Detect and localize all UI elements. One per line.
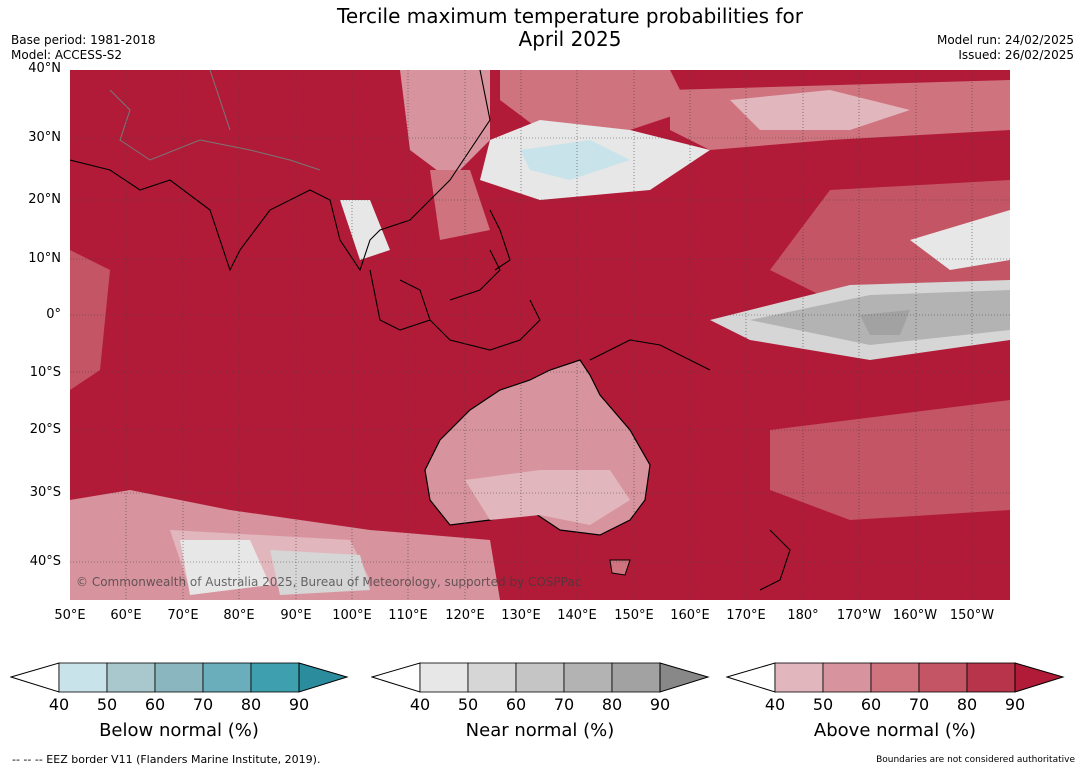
legend-swatch (106, 662, 156, 693)
legend-swatch (659, 662, 710, 693)
legend-tick: 80 (956, 695, 978, 714)
legend-tick: 40 (764, 695, 786, 714)
lon-label: 170°E (726, 608, 766, 623)
lon-label: 170°W (836, 608, 882, 623)
legend-swatch (822, 662, 872, 693)
legend-tick: 60 (860, 695, 882, 714)
lon-label: 60°E (110, 608, 142, 623)
lat-label: 20°N (28, 192, 61, 207)
legend-swatch (154, 662, 204, 693)
lon-label: 150°E (614, 608, 654, 623)
legend-tick: 90 (1004, 695, 1026, 714)
lat-label: 0° (46, 307, 61, 322)
lon-label: 130°E (501, 608, 541, 623)
probability-map: © Commonwealth of Australia 2025, Bureau… (70, 70, 1010, 600)
issued-date: Issued: 26/02/2025 (958, 48, 1074, 62)
lat-label: 20°S (29, 422, 61, 437)
australia-region (424, 359, 651, 576)
legend-tick: 50 (812, 695, 834, 714)
legend-swatch (563, 662, 613, 693)
legend-tick: 90 (649, 695, 671, 714)
lat-label: 30°S (29, 485, 61, 500)
legend-swatch (250, 662, 300, 693)
above-normal-colorbar (726, 662, 1065, 693)
legend-swatch (467, 662, 517, 693)
lon-label: 80°E (223, 608, 255, 623)
legend-swatch (298, 662, 349, 693)
boundaries-disclaimer: Boundaries are not considered authoritat… (876, 755, 1075, 765)
near-normal-title: Near normal (%) (465, 720, 615, 741)
near-normal-colorbar (371, 662, 710, 693)
model-name: Model: ACCESS-S2 (11, 48, 123, 62)
lon-label: 160°W (892, 608, 938, 623)
legend-swatch (870, 662, 920, 693)
copyright-notice: © Commonwealth of Australia 2025, Bureau… (76, 575, 582, 589)
lon-label: 180° (787, 608, 819, 623)
above-normal-title: Above normal (%) (813, 720, 977, 741)
map-title-line2: April 2025 (518, 27, 622, 51)
legend-swatch (918, 662, 968, 693)
lon-label: 100°E (332, 608, 372, 623)
legend-tick: 70 (553, 695, 575, 714)
legend-tick: 40 (48, 695, 70, 714)
lon-label: 120°E (445, 608, 485, 623)
lat-label: 40°N (28, 61, 61, 76)
lon-label: 70°E (167, 608, 199, 623)
lon-label: 150°W (949, 608, 995, 623)
gridlines (70, 70, 1010, 600)
coastlines (70, 70, 791, 591)
legend-tick: 50 (96, 695, 118, 714)
legend-tick: 80 (240, 695, 262, 714)
base-period: Base period: 1981-2018 (11, 33, 156, 47)
lat-label: 40°S (29, 554, 61, 569)
lon-label: 90°E (280, 608, 312, 623)
legend-swatch (1014, 662, 1065, 693)
near-normal-regions (180, 120, 1010, 595)
below-normal-colorbar (10, 662, 349, 693)
legend-tick: 60 (505, 695, 527, 714)
legend-swatch (515, 662, 565, 693)
legend-swatch (611, 662, 661, 693)
legend-swatch (419, 662, 469, 693)
lat-label: 10°S (29, 365, 61, 380)
lat-label: 10°N (28, 251, 61, 266)
legend-tick: 40 (409, 695, 431, 714)
lat-label: 30°N (28, 130, 61, 145)
map-canvas (70, 70, 1010, 600)
legend-swatch (774, 662, 824, 693)
model-run-date: Model run: 24/02/2025 (936, 33, 1074, 47)
lon-label: 140°E (557, 608, 597, 623)
legend-tick: 90 (288, 695, 310, 714)
legend-tick: 50 (457, 695, 479, 714)
legend-tick: 70 (192, 695, 214, 714)
country-borders (109, 70, 321, 171)
legend-tick: 70 (908, 695, 930, 714)
legend-swatch (202, 662, 252, 693)
legend-swatch (58, 662, 108, 693)
below-normal-title: Below normal (%) (99, 720, 259, 741)
legend-tick: 80 (601, 695, 623, 714)
lon-label: 50°E (54, 608, 86, 623)
legend-swatch (966, 662, 1016, 693)
map-title-line1: Tercile maximum temperature probabilitie… (337, 4, 803, 28)
eez-border-note: -- -- -- EEZ border V11 (Flanders Marine… (12, 753, 321, 766)
lon-label: 110°E (388, 608, 428, 623)
lon-label: 160°E (670, 608, 710, 623)
legend-tick: 60 (144, 695, 166, 714)
